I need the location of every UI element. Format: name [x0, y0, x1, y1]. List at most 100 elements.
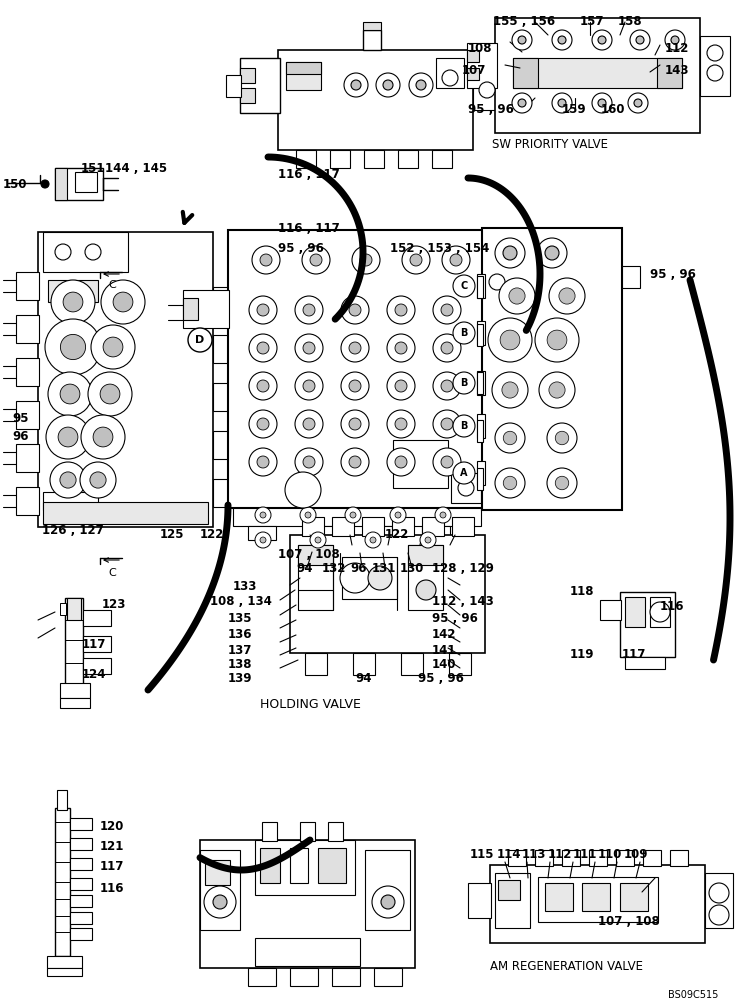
Circle shape — [81, 415, 125, 459]
Bar — [298, 545, 333, 610]
Text: 126 , 127: 126 , 127 — [42, 524, 104, 537]
Bar — [650, 597, 670, 627]
Circle shape — [249, 296, 277, 324]
Circle shape — [547, 423, 577, 453]
Text: 143: 143 — [665, 64, 690, 77]
Bar — [60, 603, 66, 615]
Circle shape — [709, 905, 729, 925]
Bar — [643, 850, 661, 866]
Text: 95 , 96: 95 , 96 — [432, 612, 478, 625]
Bar — [60, 698, 90, 708]
Bar — [467, 68, 479, 80]
Circle shape — [58, 427, 78, 447]
Bar — [328, 822, 343, 841]
Text: 125: 125 — [160, 528, 184, 541]
Bar — [589, 850, 607, 866]
Text: B: B — [460, 421, 468, 431]
Text: 121: 121 — [100, 840, 124, 853]
Bar — [620, 883, 648, 911]
Circle shape — [257, 304, 269, 316]
Circle shape — [360, 254, 372, 266]
Bar — [183, 290, 229, 328]
Bar — [286, 62, 321, 90]
Bar — [477, 461, 485, 485]
Circle shape — [387, 334, 415, 362]
Text: 116 , 117: 116 , 117 — [278, 168, 340, 181]
Circle shape — [395, 456, 407, 468]
Text: 141: 141 — [432, 644, 456, 657]
Circle shape — [63, 292, 83, 312]
Text: 140: 140 — [432, 658, 456, 671]
Bar — [616, 850, 634, 866]
Bar — [67, 598, 81, 620]
Circle shape — [351, 80, 361, 90]
Text: C: C — [460, 281, 468, 291]
Text: 151: 151 — [81, 162, 105, 175]
Bar — [70, 858, 92, 870]
Bar — [255, 938, 360, 966]
Bar — [482, 228, 622, 510]
Circle shape — [512, 30, 532, 50]
Circle shape — [344, 73, 368, 97]
Text: D: D — [196, 335, 205, 345]
Circle shape — [433, 296, 461, 324]
Bar — [213, 479, 231, 507]
Circle shape — [341, 296, 369, 324]
Circle shape — [305, 512, 311, 518]
Circle shape — [509, 288, 525, 304]
Bar — [477, 324, 483, 346]
Circle shape — [204, 886, 236, 918]
Circle shape — [303, 380, 315, 392]
Circle shape — [416, 580, 436, 600]
Bar — [318, 848, 346, 883]
Circle shape — [518, 99, 526, 107]
Circle shape — [303, 456, 315, 468]
Circle shape — [257, 380, 269, 392]
Circle shape — [295, 372, 323, 400]
Circle shape — [303, 418, 315, 430]
Circle shape — [45, 319, 101, 375]
Text: 123: 123 — [102, 598, 126, 611]
Bar — [65, 598, 83, 686]
Text: 107 , 108: 107 , 108 — [598, 915, 660, 928]
Bar — [70, 928, 92, 940]
Circle shape — [441, 418, 453, 430]
Circle shape — [260, 254, 272, 266]
Circle shape — [368, 566, 392, 590]
Circle shape — [60, 472, 76, 488]
Bar — [332, 968, 360, 986]
Bar — [60, 683, 90, 698]
Text: 119: 119 — [570, 648, 595, 661]
Circle shape — [707, 45, 723, 61]
Circle shape — [499, 278, 535, 314]
Bar — [213, 383, 231, 411]
Bar — [330, 150, 350, 168]
Bar — [625, 657, 665, 669]
Bar — [495, 18, 700, 133]
Text: 116: 116 — [100, 882, 125, 895]
Bar — [16, 444, 39, 472]
Circle shape — [500, 330, 520, 350]
Circle shape — [650, 602, 670, 622]
Bar — [233, 508, 481, 526]
Circle shape — [387, 372, 415, 400]
Circle shape — [495, 238, 525, 268]
Text: 114: 114 — [497, 848, 521, 861]
Text: 112 , 143: 112 , 143 — [432, 595, 494, 608]
Text: 112: 112 — [548, 848, 572, 861]
Text: 95 , 96: 95 , 96 — [650, 268, 696, 281]
Bar — [600, 600, 621, 620]
Bar — [200, 840, 415, 968]
Text: 108 , 134: 108 , 134 — [210, 595, 272, 608]
Circle shape — [492, 372, 528, 408]
Bar — [538, 877, 658, 922]
Text: 95 , 96: 95 , 96 — [468, 103, 514, 116]
Bar — [398, 150, 418, 168]
Bar — [374, 968, 402, 986]
Bar — [290, 968, 318, 986]
Bar — [582, 883, 610, 911]
Bar — [55, 168, 103, 200]
Bar — [467, 50, 479, 62]
Circle shape — [48, 372, 92, 416]
Bar — [495, 873, 530, 928]
